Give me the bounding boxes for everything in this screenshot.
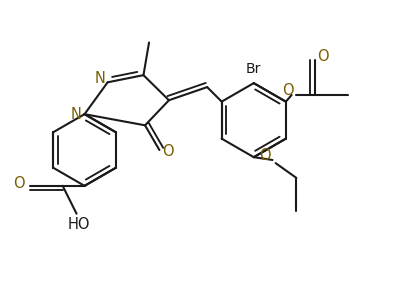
Text: O: O — [318, 49, 329, 64]
Text: N: N — [94, 71, 105, 86]
Text: Br: Br — [246, 62, 262, 76]
Text: HO: HO — [67, 217, 90, 232]
Text: N: N — [70, 108, 81, 123]
Text: O: O — [162, 144, 174, 159]
Text: O: O — [259, 149, 270, 163]
Text: O: O — [282, 83, 294, 98]
Text: O: O — [13, 176, 24, 191]
